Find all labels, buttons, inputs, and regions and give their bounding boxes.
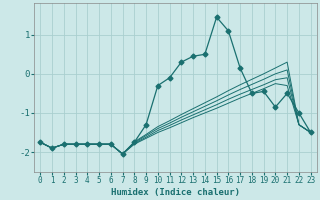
X-axis label: Humidex (Indice chaleur): Humidex (Indice chaleur) xyxy=(111,188,240,197)
